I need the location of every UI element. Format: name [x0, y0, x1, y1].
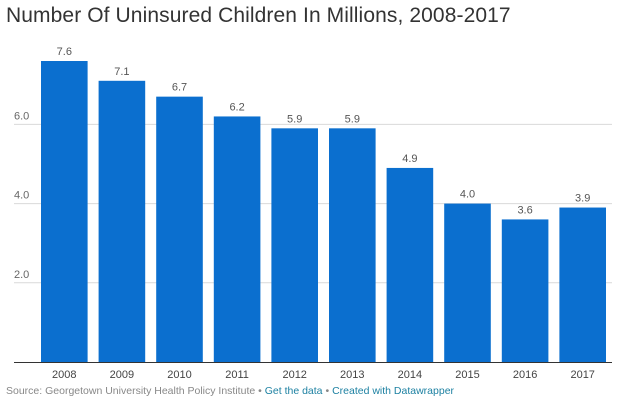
get-data-link[interactable]: Get the data — [264, 385, 323, 397]
footer-separator: • — [258, 385, 262, 397]
value-label: 6.7 — [172, 82, 187, 94]
value-label: 4.0 — [460, 189, 475, 201]
x-tick-label: 2017 — [570, 369, 594, 381]
x-tick-label: 2015 — [455, 369, 479, 381]
y-tick-label: 2.0 — [14, 269, 29, 281]
value-label: 4.9 — [402, 153, 417, 165]
bar-2008 — [41, 61, 88, 362]
value-label: 7.1 — [114, 66, 129, 78]
datawrapper-link[interactable]: Created with Datawrapper — [332, 385, 455, 397]
source-text: Source: Georgetown University Health Pol… — [6, 385, 256, 397]
value-label: 7.6 — [57, 46, 72, 58]
value-label: 3.6 — [517, 204, 532, 216]
bar-2011 — [213, 116, 261, 363]
bars — [41, 61, 606, 363]
bar-2017 — [559, 207, 606, 362]
x-tick-label: 2011 — [225, 369, 249, 381]
value-label: 5.9 — [287, 113, 302, 125]
bar-2014 — [386, 167, 434, 362]
x-tick-label: 2016 — [513, 369, 537, 381]
value-label: 5.9 — [345, 113, 360, 125]
bar-2013 — [329, 128, 376, 362]
bar-2010 — [156, 96, 203, 362]
bar-2009 — [98, 80, 146, 362]
value-label: 3.9 — [575, 193, 590, 205]
bar-2012 — [271, 128, 318, 362]
y-tick-label: 4.0 — [14, 190, 29, 202]
bar-2015 — [444, 203, 491, 362]
value-label: 6.2 — [229, 101, 244, 113]
x-tick-label: 2009 — [110, 369, 134, 381]
chart-title: Number Of Uninsured Children In Millions… — [6, 4, 511, 27]
x-tick-label: 2014 — [398, 369, 422, 381]
bar-2016 — [501, 219, 549, 362]
x-tick-label: 2008 — [52, 369, 76, 381]
x-tick-label: 2013 — [340, 369, 364, 381]
chart-footer: Source: Georgetown University Health Pol… — [6, 385, 454, 397]
x-tick-label: 2010 — [167, 369, 191, 381]
labels: 2.0 4.0 6.0 7.6 2008 7.1 2009 6.7 2010 6.2 2011 5.9… — [14, 46, 595, 381]
x-tick-label: 2012 — [282, 369, 306, 381]
bar-chart: 2.0 4.0 6.0 7.6 2008 7.1 2009 6.7 2010 6.2 2011 5.9… — [14, 46, 612, 381]
footer-separator: • — [325, 385, 330, 397]
y-tick-label: 6.0 — [14, 110, 29, 122]
